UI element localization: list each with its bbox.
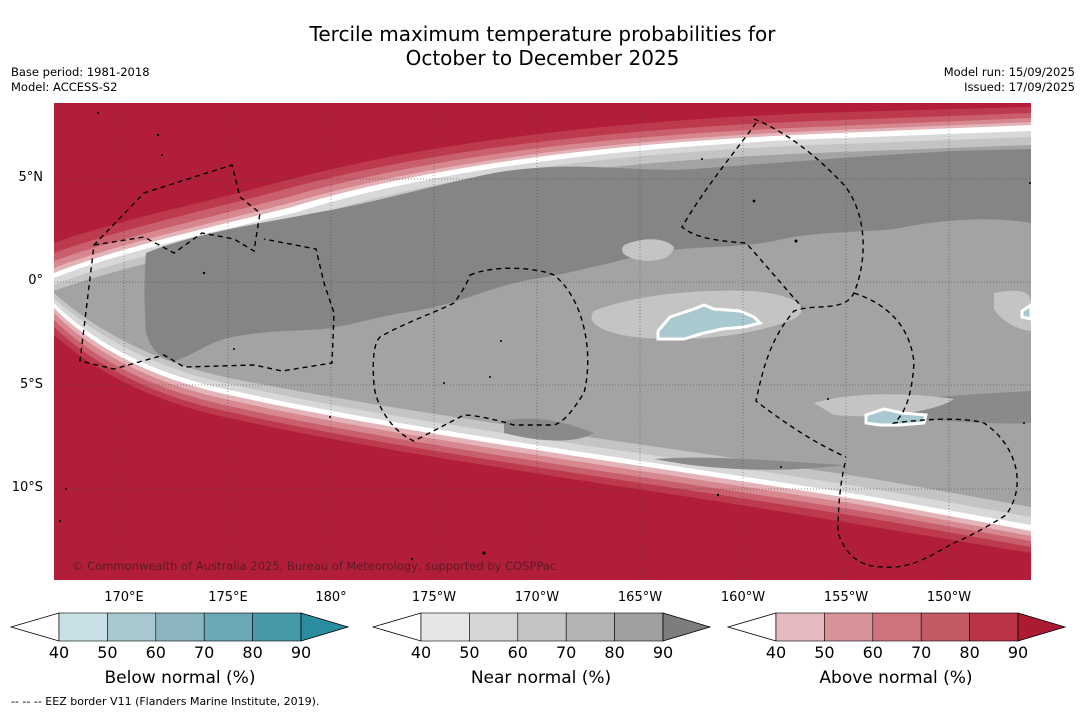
colorbar-segment [420, 612, 470, 642]
map-title-line2: October to December 2025 [405, 46, 680, 70]
colorbar-label-near: Near normal (%) [470, 668, 612, 688]
near-normal-light-patch-3 [814, 394, 954, 417]
near-normal-light-patch-2 [622, 239, 674, 261]
meta-right: Model run: 15/09/2025 Issued: 17/09/2025 [944, 65, 1075, 95]
colorbar-segment [872, 612, 922, 642]
colorbar-segment [969, 612, 1019, 642]
lon-label-160w: 160°W [720, 590, 766, 605]
near-normal-band-80-west [144, 149, 1031, 361]
colorbar-tick-label: 90 [1007, 643, 1029, 662]
lat-label-10s: 10°S [11, 480, 43, 495]
lon-label-170e: 170°E [104, 590, 144, 605]
map-title: Tercile maximum temperature probabilitie… [0, 22, 1085, 70]
eez-border-central [372, 267, 589, 442]
eez-border-west [79, 164, 335, 372]
issued-date: Issued: 17/09/2025 [964, 80, 1075, 94]
colorbar-segment [517, 612, 567, 642]
colorbar-tick-label: 80 [242, 643, 263, 662]
colorbar-extend-high [662, 612, 712, 642]
colorbar-tick-label: 70 [194, 643, 215, 662]
colorbar-tick-label: 90 [290, 643, 312, 662]
lon-label-155w: 155°W [823, 590, 869, 605]
colorbar-segment [775, 612, 825, 642]
eez-borders [79, 118, 1018, 568]
near-normal-band-80-south [654, 457, 844, 470]
colorbar-tick-label: 40 [765, 643, 787, 662]
probability-map[interactable] [54, 103, 1031, 580]
colorbar-segment [614, 612, 664, 642]
colorbar-tick-label: 40 [410, 643, 432, 662]
colorbar-tick-label: 60 [507, 643, 528, 662]
colorbar-segment [203, 612, 253, 642]
colorbar-segment [155, 612, 205, 642]
eez-footnote: -- -- -- EEZ border V11 (Flanders Marine… [11, 695, 320, 708]
lon-label-170w: 170°W [514, 590, 560, 605]
colorbar-tick-label: 50 [814, 643, 835, 662]
lon-label-150w: 150°W [926, 590, 972, 605]
colorbar-extend-high [1017, 612, 1067, 642]
base-period: Base period: 1981-2018 [11, 65, 150, 79]
colorbar-tick-label: 80 [604, 643, 625, 662]
eez-border-east-a [753, 118, 864, 458]
lon-label-175e: 175°E [208, 590, 248, 605]
meta-left: Base period: 1981-2018 Model: ACCESS-S2 [11, 65, 150, 95]
model-name: Model: ACCESS-S2 [11, 80, 118, 94]
island-dots [58, 112, 1031, 561]
below-normal-patch-central [656, 303, 763, 341]
colorbar-segment [469, 612, 519, 642]
colorbar-tick-label: 60 [862, 643, 883, 662]
near-normal-light-patch-4 [994, 290, 1031, 331]
model-run: Model run: 15/09/2025 [943, 65, 1075, 79]
colorbar-tick-label: 60 [145, 643, 166, 662]
colorbar-segment [58, 612, 108, 642]
below-normal-patch-edge [1020, 303, 1031, 321]
colorbar-label-below: Below normal (%) [104, 668, 256, 688]
graticule [54, 103, 1031, 580]
colorbar-segment [824, 612, 874, 642]
colorbar-extend-low [10, 612, 60, 642]
colorbar-tick-label: 70 [556, 643, 577, 662]
colorbar-segment [107, 612, 157, 642]
colorbar-extend-high [300, 612, 350, 642]
colorbar-tick-label: 70 [911, 643, 932, 662]
colorbar-segment [920, 612, 970, 642]
colorbar-extend-low [372, 612, 422, 642]
lon-label-180: 180° [315, 590, 347, 605]
near-normal-band-80-mid [504, 418, 594, 441]
colorbar-tick-label: 40 [48, 643, 70, 662]
colorbar-tick-label: 90 [652, 643, 674, 662]
colorbar-segment [252, 612, 302, 642]
colorbar-tick-label: 50 [97, 643, 118, 662]
colorbar-near-normal [372, 612, 712, 642]
lon-label-175w: 175°W [411, 590, 457, 605]
colorbar-tick-label: 80 [959, 643, 980, 662]
colorbar-below-normal [10, 612, 350, 642]
lat-label-0: 0° [28, 273, 43, 288]
colorbar-extend-low [727, 612, 777, 642]
colorbar-label-above: Above normal (%) [819, 668, 973, 688]
lat-label-5n: 5°N [18, 170, 44, 185]
map-title-line1: Tercile maximum temperature probabilitie… [309, 22, 776, 46]
map-copyright: © Commonwealth of Australia 2025, Bureau… [72, 559, 557, 573]
lat-label-5s: 5°S [19, 377, 43, 392]
eez-border-east-b [681, 122, 803, 308]
colorbar-above-normal [727, 612, 1067, 642]
colorbar-segment [565, 612, 615, 642]
eez-border-east-c [837, 292, 1018, 568]
lon-label-165w: 165°W [617, 590, 663, 605]
colorbar-tick-label: 50 [459, 643, 480, 662]
